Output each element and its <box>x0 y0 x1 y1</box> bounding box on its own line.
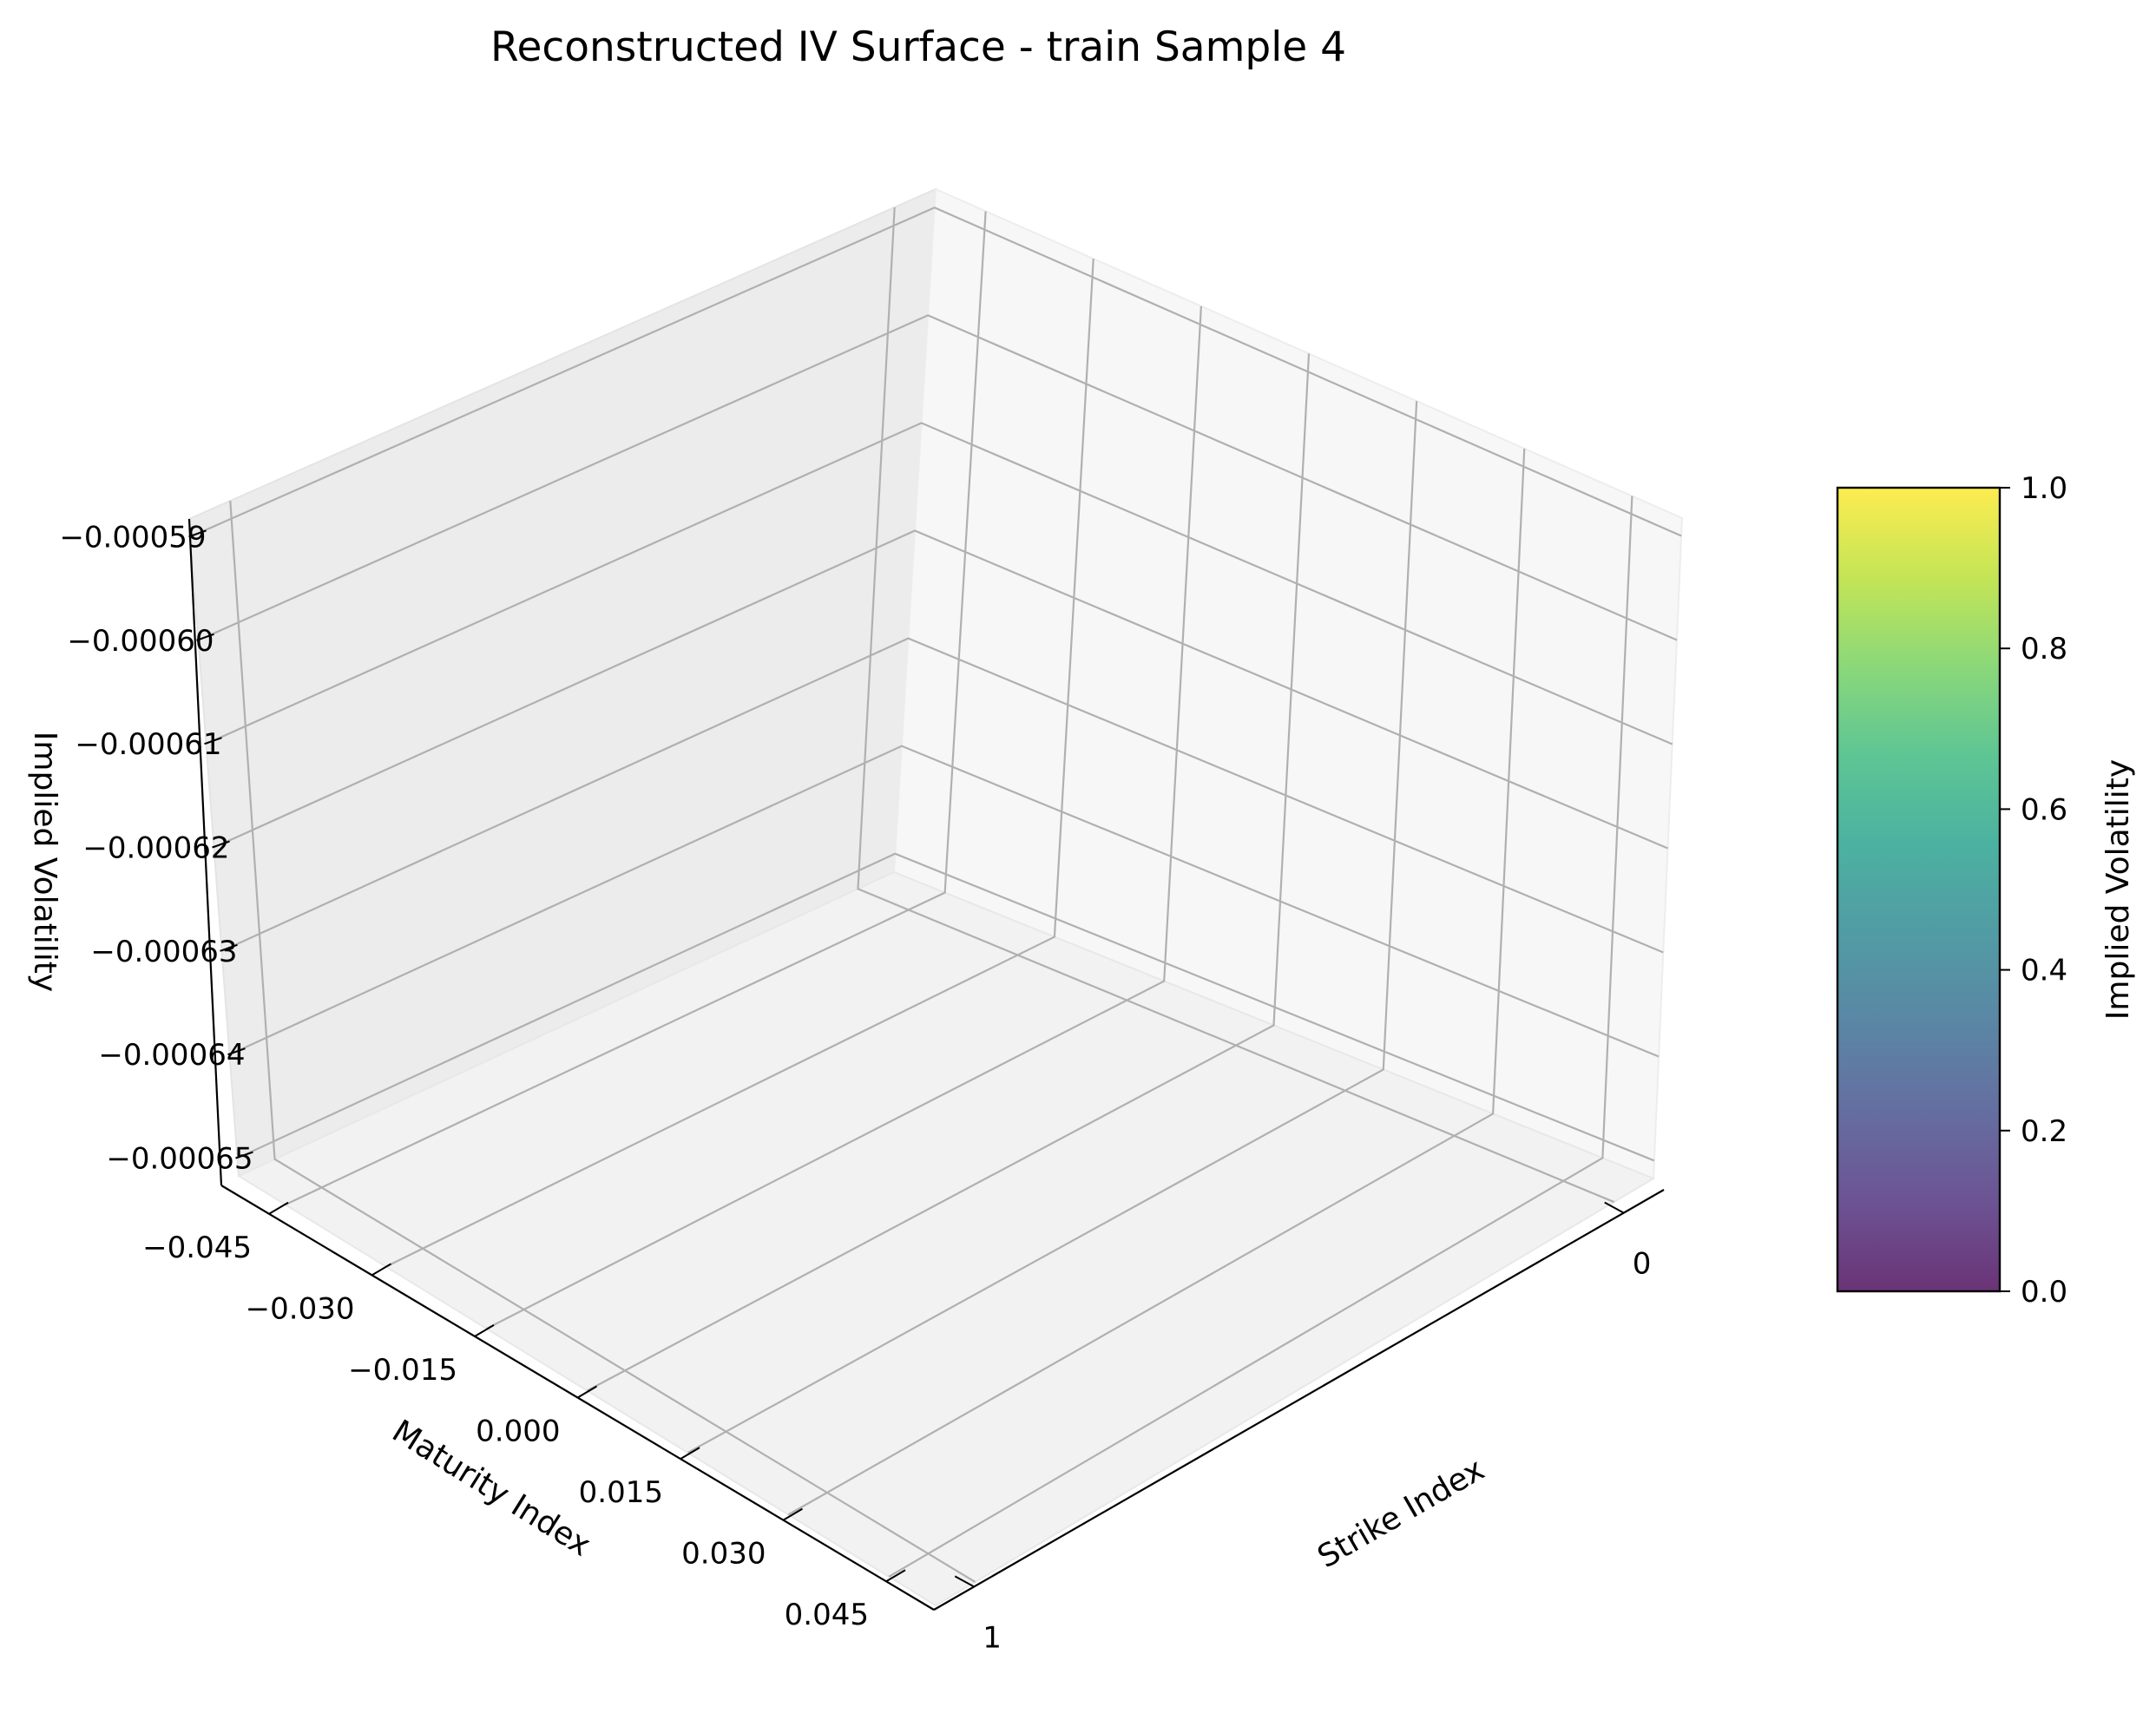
z-tick-label: −0.00062 <box>82 831 229 866</box>
floor-pane <box>236 870 1656 1607</box>
y-tick-label: 0.045 <box>785 1598 869 1632</box>
y-tick <box>268 1201 289 1215</box>
z-grid-line <box>190 207 1682 538</box>
x-tick <box>1604 1201 1625 1214</box>
colorbar-tick-label: 0.2 <box>2021 1114 2067 1149</box>
y-tick-label: −0.045 <box>142 1231 252 1265</box>
colorbar-tick-label: 0.4 <box>2021 954 2067 988</box>
x-axis-line <box>933 1189 1665 1611</box>
z-tick-label: −0.00060 <box>67 624 214 659</box>
y-grid-line <box>486 305 1202 1330</box>
y-tick <box>576 1385 598 1399</box>
y-grid-line <box>285 211 987 1206</box>
z-grid-line <box>206 422 1673 745</box>
z-tick <box>235 1151 253 1159</box>
y-tick-label: 0.015 <box>579 1475 663 1510</box>
z-tick <box>196 633 214 641</box>
z-tick <box>188 529 207 538</box>
z-tick-label: −0.00064 <box>98 1038 245 1073</box>
z-grid-line <box>229 745 1660 1058</box>
z-axis-line <box>187 518 223 1186</box>
y-tick <box>782 1507 804 1521</box>
axes-panes <box>187 187 1684 1607</box>
colorbar-tick-label: 0.0 <box>2021 1275 2067 1310</box>
z-tick <box>204 737 222 745</box>
z-tick-label: −0.00063 <box>90 935 237 969</box>
y-grid-line <box>385 259 1094 1268</box>
grid-lines <box>190 207 1682 1583</box>
colorbar-tick-label: 0.8 <box>2021 632 2067 666</box>
z-tick-label: −0.00059 <box>59 520 206 555</box>
z-tick <box>212 840 230 849</box>
y-grid-line <box>888 496 1633 1578</box>
chart-title: Reconstructed IV Surface - train Sample … <box>490 23 1346 71</box>
colorbar-tick-label: 0.6 <box>2021 792 2067 827</box>
x-grid-line <box>229 501 976 1583</box>
x-tick-label: 0 <box>1633 1247 1652 1282</box>
y-tick <box>371 1263 392 1277</box>
y-tick-label: −0.015 <box>348 1353 457 1388</box>
colorbar <box>1837 488 2000 1291</box>
colorbar-tick-label: 1.0 <box>2021 471 2067 506</box>
colorbar-frame <box>1836 486 2002 1293</box>
z-tick <box>227 1047 246 1056</box>
z-grid-line <box>198 314 1678 641</box>
colorbar-ticks: 0.0 0.2 0.4 0.6 0.8 1.0 <box>2000 471 2067 1310</box>
z-grid-line <box>236 852 1655 1162</box>
z-tick-label: −0.00065 <box>106 1142 253 1177</box>
x-axis-label: Strike Index <box>1311 1452 1490 1576</box>
y-tick-label: 0.030 <box>681 1537 766 1572</box>
z-axis-label: Implied Volatility <box>27 732 62 992</box>
y-tick-label: 0.000 <box>476 1415 560 1449</box>
y-tick <box>885 1569 906 1583</box>
y-tick <box>680 1447 700 1460</box>
tick-labels: −0.00065 −0.00064 −0.00063 −0.00062 −0.00061… <box>59 520 1651 1655</box>
y-grid-line <box>787 448 1526 1516</box>
y-grid-line <box>687 401 1418 1454</box>
y-grid-line <box>586 353 1311 1392</box>
x-tick <box>954 1575 975 1588</box>
x-grid-line <box>857 207 1614 1204</box>
y-tick-label: −0.030 <box>246 1291 355 1326</box>
x-tick-label: 1 <box>983 1620 1002 1655</box>
y-tick <box>474 1324 495 1337</box>
z-grid-line <box>214 529 1668 850</box>
z-tick-label: −0.00061 <box>75 727 221 762</box>
colorbar-label: Implied Volatility <box>2100 759 2136 1020</box>
z-grid-line <box>221 637 1664 954</box>
z-tick <box>220 943 238 952</box>
